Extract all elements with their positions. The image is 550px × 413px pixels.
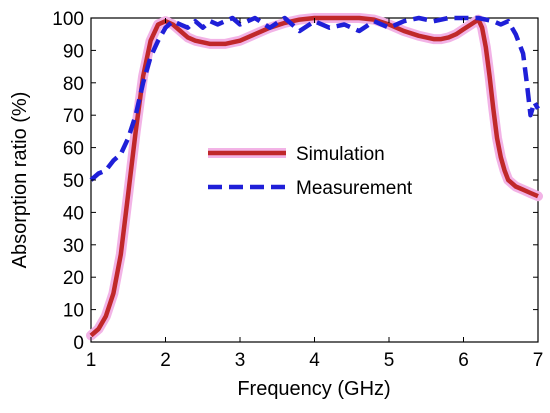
y-tick-label: 10 <box>63 301 84 322</box>
y-tick-label: 60 <box>63 139 84 160</box>
y-tick-label: 20 <box>63 268 84 289</box>
y-tick-label: 30 <box>63 236 84 257</box>
x-tick-label: 3 <box>235 350 246 371</box>
x-tick-label: 6 <box>458 350 469 371</box>
y-tick-label: 70 <box>63 106 84 127</box>
y-tick-label: 100 <box>52 9 84 30</box>
x-tick-label: 4 <box>309 350 320 371</box>
y-tick-label: 90 <box>63 41 84 62</box>
y-axis-label: Absorption ratio (%) <box>9 92 31 269</box>
simulation-line-halo <box>86 13 543 341</box>
legend: Simulation Measurement <box>208 144 413 199</box>
x-tick-label: 1 <box>86 350 97 371</box>
x-tick-label: 7 <box>533 350 544 371</box>
y-tick-label: 40 <box>63 203 84 224</box>
x-tick-label: 5 <box>384 350 395 371</box>
simulation-line <box>89 15 539 338</box>
y-tick-label: 80 <box>63 74 84 95</box>
x-tick-label: 2 <box>160 350 171 371</box>
legend-label-measurement: Measurement <box>296 178 413 199</box>
measurement-line <box>89 15 540 182</box>
y-tick-label: 50 <box>63 171 84 192</box>
x-axis-label: Frequency (GHz) <box>237 378 390 400</box>
legend-label-simulation: Simulation <box>296 144 385 165</box>
y-tick-label: 0 <box>73 333 84 354</box>
